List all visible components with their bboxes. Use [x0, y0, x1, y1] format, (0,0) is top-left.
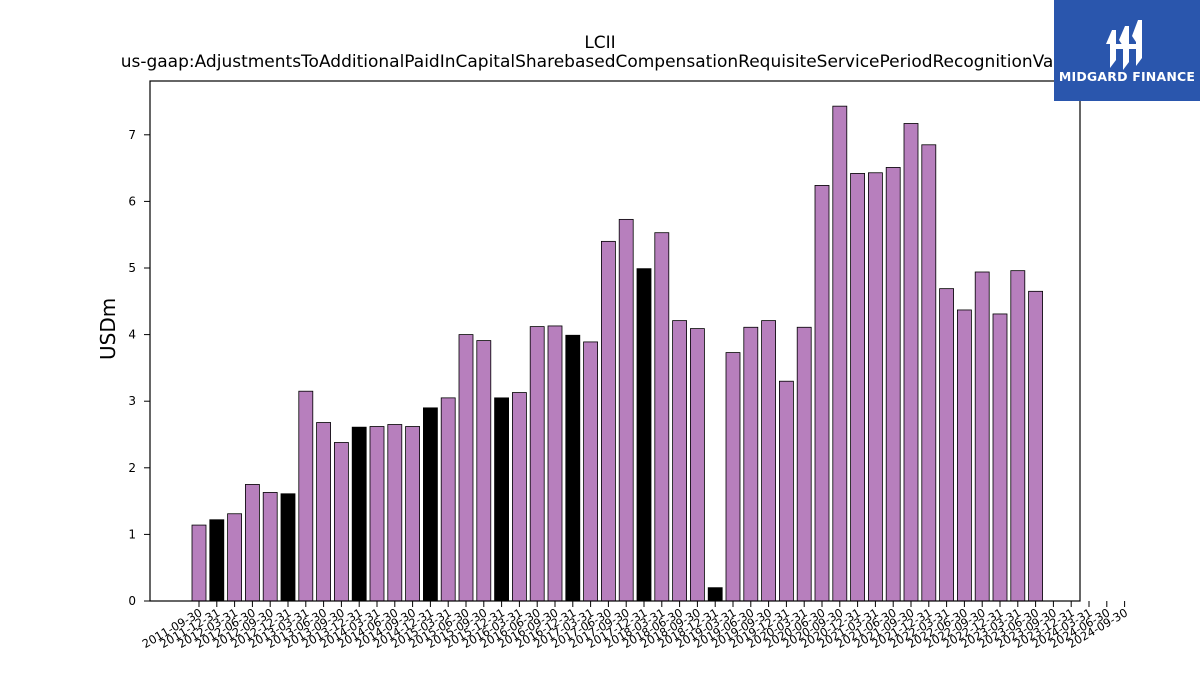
bar [832, 105, 848, 602]
bar [743, 326, 759, 602]
bar [814, 185, 830, 602]
bar [957, 309, 972, 602]
bar [422, 407, 438, 602]
y-axis: 0 1 2 3 4 5 6 7 [128, 128, 150, 608]
bar [796, 326, 812, 602]
y-tick-label: 1 [128, 527, 136, 541]
chart-subtitle: us-gaap:AdjustmentsToAdditionalPaidInCap… [120, 52, 1080, 72]
bar [458, 334, 474, 602]
bar [298, 390, 314, 602]
bar [974, 271, 990, 602]
bar [903, 123, 919, 602]
bar [262, 492, 278, 602]
bar [244, 484, 260, 602]
bar [868, 172, 883, 602]
bar [672, 320, 687, 602]
bar [209, 519, 225, 602]
bar [476, 340, 492, 602]
bar [636, 268, 652, 602]
bar [316, 422, 332, 602]
bar [618, 218, 634, 602]
bar [547, 325, 563, 602]
bar [494, 397, 510, 602]
y-tick-label: 4 [128, 328, 136, 342]
y-axis-label: USDm [96, 297, 120, 360]
y-tick-label: 6 [128, 194, 136, 208]
bar [992, 313, 1008, 602]
y-tick-label: 7 [128, 128, 136, 142]
bar [333, 442, 349, 602]
bar [280, 493, 296, 602]
bar [583, 341, 598, 602]
bar [405, 426, 421, 602]
midgard-finance-logo: MIDGARD FINANCE [1054, 0, 1200, 101]
bar [529, 326, 545, 602]
bar [725, 352, 741, 602]
y-tick-label: 3 [128, 394, 136, 408]
bar [227, 513, 243, 602]
bar [690, 328, 705, 602]
midgard-logo-icon [1106, 20, 1142, 70]
y-tick-label: 0 [128, 594, 136, 608]
y-tick-label: 5 [128, 261, 136, 275]
bar [387, 424, 403, 602]
bar [351, 426, 367, 602]
y-tick-label: 2 [128, 461, 136, 475]
bar [707, 587, 723, 602]
bar [1028, 290, 1043, 602]
bar [779, 380, 794, 602]
bar [850, 173, 865, 602]
bar [601, 240, 616, 602]
bar [761, 320, 776, 602]
bar [939, 288, 954, 602]
x-axis: 2011-09-302011-12-312012-03-312012-06-30… [140, 601, 1130, 651]
chart-title: LCII [584, 33, 616, 53]
plot-frame [149, 80, 1081, 602]
bar [1010, 270, 1026, 602]
logo-text: MIDGARD FINANCE [1058, 69, 1196, 84]
bar [369, 426, 385, 602]
bar [512, 392, 527, 602]
bar [885, 167, 901, 602]
bar [565, 334, 581, 602]
bar [921, 144, 937, 602]
bar [440, 397, 456, 602]
bar [191, 524, 207, 602]
bars-group [191, 105, 1043, 602]
bar [654, 232, 670, 602]
